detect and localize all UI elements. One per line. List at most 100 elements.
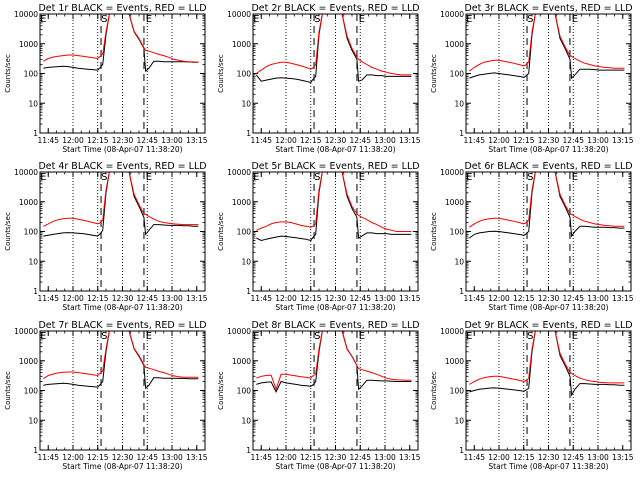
x-tick-label: 12:00 (275, 136, 297, 145)
x-tick-label: 13:00 (161, 136, 183, 145)
plot-frame (252, 330, 419, 451)
x-tick-label: 13:15 (399, 136, 421, 145)
interval-marker: E (466, 331, 472, 342)
y-tick-label: 100 (24, 387, 39, 396)
x-tick-label: 12:00 (488, 294, 510, 303)
interval-marker: S (314, 331, 320, 342)
x-tick-label: 12:45 (136, 136, 158, 145)
y-tick-label: 100 (237, 70, 252, 79)
interval-marker: S (527, 172, 533, 183)
plot-area (256, 331, 412, 394)
panel-title: Det 8r BLACK = Events, RED = LLD (251, 320, 419, 331)
x-tick-label: 12:45 (562, 136, 584, 145)
x-tick-label: 12:45 (349, 453, 371, 462)
series-line-events (43, 172, 199, 237)
interval-marker: E (359, 14, 365, 25)
y-tick-label: 100 (450, 228, 465, 237)
y-axis-label: Counts/sec (430, 212, 438, 251)
y-tick-label: 10000 (227, 327, 251, 336)
plot-area (43, 14, 199, 73)
plot-frame (39, 330, 206, 451)
x-tick-label: 11:45 (250, 136, 272, 145)
x-tick-label: 12:15 (300, 136, 322, 145)
x-tick-label: 11:45 (250, 453, 272, 462)
x-tick-label: 11:45 (37, 453, 59, 462)
x-tick-label: 12:15 (513, 136, 535, 145)
interval-marker: E (253, 172, 259, 183)
panel-title: Det 3r BLACK = Events, RED = LLD (464, 3, 632, 14)
y-tick-label: 10 (454, 99, 464, 108)
y-axis-label: Counts/sec (4, 54, 12, 93)
series-line-events (255, 14, 412, 84)
x-axis-label: Start Time (08-Apr-07 11:38:20) (62, 303, 182, 312)
x-tick-label: 13:15 (186, 136, 208, 145)
plot-area (43, 172, 199, 237)
panel-det-7: Det 7r BLACK = Events, RED = LLD Counts/s… (4, 320, 208, 471)
y-tick-label: 1000 (232, 357, 251, 366)
series-line-lld (256, 14, 412, 76)
y-tick-label: 10000 (440, 10, 464, 19)
x-tick-label: 13:15 (186, 453, 208, 462)
y-tick-label: 10000 (440, 168, 464, 177)
interval-marker: E (359, 172, 365, 183)
x-tick-label: 12:15 (87, 294, 109, 303)
y-tick-label: 100 (450, 387, 465, 396)
y-axis-label: Counts/sec (430, 371, 438, 410)
y-tick-label: 10 (241, 99, 251, 108)
x-tick-label: 12:30 (325, 453, 347, 462)
x-tick-label: 12:45 (136, 294, 158, 303)
series-line-lld (469, 14, 625, 72)
y-axis-label: Counts/sec (4, 212, 12, 251)
x-tick-label: 12:15 (300, 453, 322, 462)
x-tick-label: 13:15 (612, 136, 634, 145)
x-axis-label: Start Time (08-Apr-07 11:38:20) (488, 303, 608, 312)
panel-title: Det 7r BLACK = Events, RED = LLD (38, 320, 206, 331)
panel-title: Det 5r BLACK = Events, RED = LLD (251, 161, 419, 172)
panel-det-1: Det 1r BLACK = Events, RED = LLD Counts/s… (4, 3, 208, 154)
x-axis-label: Start Time (08-Apr-07 11:38:20) (275, 145, 395, 154)
plot-frame (252, 171, 419, 292)
x-tick-label: 12:15 (87, 453, 109, 462)
x-tick-label: 11:45 (463, 294, 485, 303)
y-tick-label: 10000 (14, 327, 38, 336)
x-tick-label: 13:15 (399, 294, 421, 303)
x-axis-label: Start Time (08-Apr-07 11:38:20) (275, 462, 395, 471)
x-tick-label: 12:00 (488, 136, 510, 145)
y-axis-label: Counts/sec (217, 54, 225, 93)
x-tick-label: 12:15 (300, 294, 322, 303)
interval-marker: E (146, 14, 152, 25)
panel-det-5: Det 5r BLACK = Events, RED = LLD Counts/s… (217, 161, 421, 312)
panel-det-9: Det 9r BLACK = Events, RED = LLD Counts/s… (430, 320, 634, 471)
interval-marker: S (101, 331, 107, 342)
series-line-lld (43, 331, 199, 380)
y-tick-label: 10 (454, 416, 464, 425)
interval-marker: E (572, 331, 578, 342)
y-tick-label: 1 (246, 287, 251, 296)
x-axis-label: Start Time (08-Apr-07 11:38:20) (62, 462, 182, 471)
x-tick-label: 12:30 (538, 453, 560, 462)
series-line-events (256, 331, 412, 394)
plot-area (469, 172, 625, 239)
y-tick-label: 10 (454, 257, 464, 266)
y-tick-label: 1000 (445, 198, 464, 207)
y-axis-label: Counts/sec (4, 371, 12, 410)
y-tick-label: 10 (241, 416, 251, 425)
series-line-lld (256, 172, 412, 232)
panel-det-6: Det 6r BLACK = Events, RED = LLD Counts/s… (430, 161, 634, 312)
x-axis-label: Start Time (08-Apr-07 11:38:20) (275, 303, 395, 312)
x-tick-label: 11:45 (37, 294, 59, 303)
y-tick-label: 1 (33, 287, 38, 296)
interval-marker: E (572, 14, 578, 25)
plot-area (469, 14, 625, 80)
y-axis-label: Counts/sec (430, 54, 438, 93)
x-tick-label: 12:00 (62, 453, 84, 462)
y-tick-label: 10000 (14, 10, 38, 19)
panel-det-3: Det 3r BLACK = Events, RED = LLD Counts/s… (430, 3, 634, 154)
plot-area (469, 331, 625, 397)
series-line-lld (43, 172, 199, 227)
y-tick-label: 1 (459, 287, 464, 296)
plot-frame (39, 171, 206, 292)
y-tick-label: 1000 (445, 357, 464, 366)
y-tick-label: 10000 (14, 168, 38, 177)
